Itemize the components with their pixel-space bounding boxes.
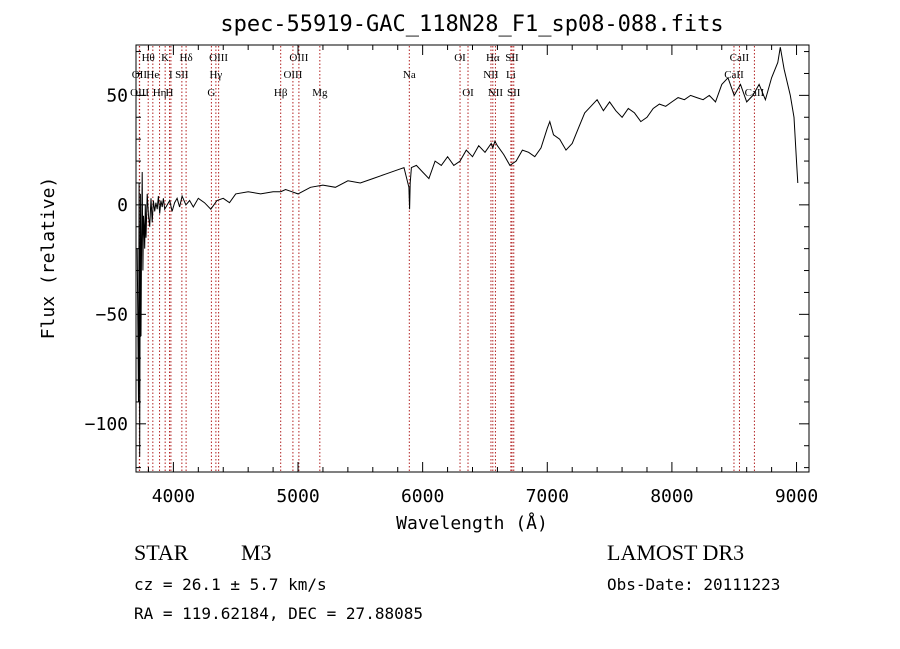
emission-line-label: CaII [730,52,750,64]
y-tick-label: −100 [85,414,128,435]
emission-line-label: SII [507,87,521,99]
x-axis-ticks: 4000 5000 6000 7000 8000 9000 [147,45,818,507]
emission-line-label: CaII [724,69,744,81]
object-subclass: M3 [241,540,272,565]
y-tick-label: 50 [106,85,128,106]
observation-date: Obs-Date: 20111223 [607,575,780,594]
emission-line-label: OIII [209,52,228,64]
emission-line-label: NII [483,69,499,81]
emission-line-label: OIII [283,69,302,81]
emission-line-label: Hη [153,87,167,99]
x-tick-label: 6000 [401,486,444,507]
emission-line-label: He [146,69,159,81]
emission-line-label: SII [175,69,189,81]
coordinates: RA = 119.62184, DEC = 27.88085 [134,604,423,623]
y-tick-label: 0 [117,195,128,216]
emission-line-label: Hβ [274,87,288,99]
emission-line-label: OII [132,69,148,81]
emission-line-label: OIII [289,52,308,64]
emission-line-label: NII [488,87,504,99]
emission-line-label: Li [506,69,516,81]
emission-line-label: K [161,52,169,64]
emission-line-label: Hγ [209,69,222,81]
emission-line-label: OI [462,87,474,99]
x-tick-label: 9000 [775,486,818,507]
emission-line-label: Na [403,69,416,81]
x-tick-label: 7000 [526,486,569,507]
emission-line-label: Hδ [180,52,193,64]
x-tick-label: 5000 [276,486,319,507]
emission-line-label: SII [505,52,519,64]
spectrum-line [136,47,799,457]
x-tick-label: 8000 [650,486,693,507]
emission-line-label: Mg [312,87,328,99]
redshift-value: cz = 26.1 ± 5.7 km/s [134,575,327,594]
y-axis-ticks: 50 0 −50 −100 [85,51,809,469]
x-axis-label: Wavelength (Å) [396,512,548,534]
y-tick-label: −50 [95,304,128,325]
emission-line-label: H [166,87,174,99]
object-class: STAR [134,540,189,565]
survey-name: LAMOST DR3 [607,540,744,565]
emission-line-label: G [207,87,215,99]
emission-line-label: Hα [486,52,500,64]
plot-frame [135,44,810,473]
y-axis-label: Flux (relative) [38,177,59,340]
emission-line-markers [138,46,755,471]
emission-line-label: I [169,69,173,81]
emission-line-label: OI [454,52,466,64]
chart-title: spec-55919-GAC_118N28_F1_sp08-088.fits [220,12,723,37]
emission-line-label: Hθ [142,52,155,64]
emission-line-label: OIII [130,87,149,99]
x-tick-label: 4000 [152,486,195,507]
